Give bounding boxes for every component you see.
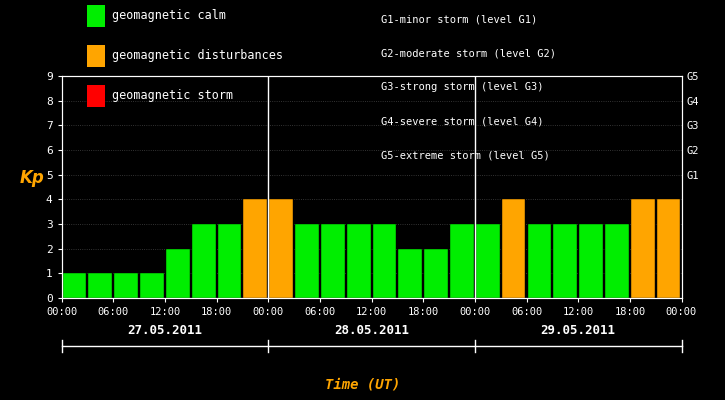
Bar — [631, 199, 655, 298]
Text: G5-extreme storm (level G5): G5-extreme storm (level G5) — [381, 150, 550, 160]
Bar — [424, 249, 448, 298]
Text: G3-strong storm (level G3): G3-strong storm (level G3) — [381, 82, 543, 92]
Bar — [115, 273, 138, 298]
Text: geomagnetic disturbances: geomagnetic disturbances — [112, 50, 283, 62]
Bar — [321, 224, 344, 298]
Bar — [166, 249, 190, 298]
Bar — [347, 224, 370, 298]
Bar — [553, 224, 577, 298]
Bar — [218, 224, 241, 298]
Y-axis label: Kp: Kp — [20, 169, 44, 187]
Bar — [605, 224, 629, 298]
Text: geomagnetic storm: geomagnetic storm — [112, 90, 233, 102]
Bar — [62, 273, 86, 298]
Bar — [657, 199, 681, 298]
Bar — [269, 199, 293, 298]
Text: G4-severe storm (level G4): G4-severe storm (level G4) — [381, 116, 543, 126]
Text: Time (UT): Time (UT) — [325, 378, 400, 392]
Bar — [373, 224, 397, 298]
Bar — [502, 199, 526, 298]
Bar — [192, 224, 215, 298]
Text: 29.05.2011: 29.05.2011 — [541, 324, 616, 336]
Text: G1-minor storm (level G1): G1-minor storm (level G1) — [381, 14, 537, 24]
Text: G2-moderate storm (level G2): G2-moderate storm (level G2) — [381, 48, 555, 58]
Text: 27.05.2011: 27.05.2011 — [128, 324, 202, 336]
Bar — [476, 224, 500, 298]
Bar — [244, 199, 268, 298]
Bar — [88, 273, 112, 298]
Bar — [528, 224, 551, 298]
Bar — [399, 249, 422, 298]
Text: 28.05.2011: 28.05.2011 — [334, 324, 409, 336]
Bar — [450, 224, 474, 298]
Text: geomagnetic calm: geomagnetic calm — [112, 10, 226, 22]
Bar — [295, 224, 319, 298]
Bar — [140, 273, 164, 298]
Bar — [579, 224, 603, 298]
